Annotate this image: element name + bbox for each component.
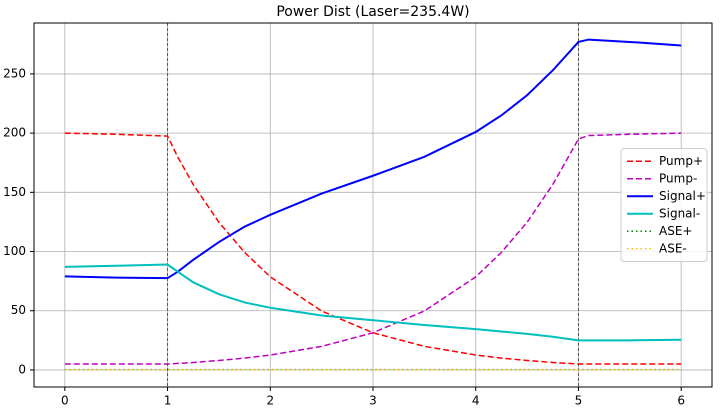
series-line [64,263,682,342]
x-tick-label: 2 [266,394,274,408]
chart-title: Power Dist (Laser=235.4W) [276,4,469,20]
y-tick-label: 50 [11,303,26,317]
plot-frame [33,22,713,388]
legend-label: Signal+ [659,189,706,203]
y-tick-label: 100 [3,244,26,258]
x-tick-label: 3 [369,394,377,408]
y-tick-label: 200 [3,126,26,140]
x-tick-label: 4 [472,394,480,408]
legend: Pump+ Pump- Signal+ Signal- ASE+ ASE- [620,148,708,262]
series-line [64,132,682,365]
legend-label: ASE+ [659,224,692,238]
x-tick-label: 1 [164,394,172,408]
series-line [64,132,682,365]
legend-box [620,148,708,262]
x-tick-label: 0 [61,394,69,408]
x-tick-label: 6 [677,394,685,408]
x-tick-label: 5 [575,394,583,408]
legend-label: Signal- [659,206,700,220]
y-tick-label: 250 [3,66,26,80]
legend-label: ASE- [659,241,687,255]
legend-label: Pump- [659,171,697,185]
y-tick-label: 150 [3,185,26,199]
y-tick-label: 0 [18,362,26,376]
legend-label: Pump+ [659,154,703,168]
